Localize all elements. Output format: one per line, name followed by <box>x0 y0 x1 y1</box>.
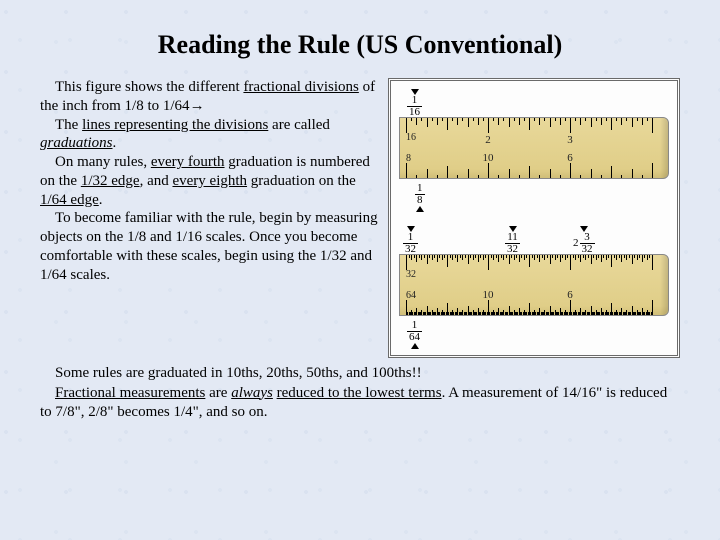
slide: Reading the Rule (US Conventional) This … <box>0 0 720 540</box>
ruler-16-8: 16 8 23106 <box>399 117 669 179</box>
frac-label-2-3-32: 2332 <box>573 224 595 255</box>
ruler-shadow <box>660 118 668 178</box>
inch-number: 3 <box>567 134 573 146</box>
para-6: Fractional measurements are always reduc… <box>40 384 680 423</box>
ruler-shadow <box>660 255 668 315</box>
underline-every-eighth: every eighth <box>172 173 247 189</box>
text: . <box>113 135 117 151</box>
edge-label-64: 64 <box>406 290 416 301</box>
frac-label-1-32: 1 32 <box>403 224 418 255</box>
slide-title: Reading the Rule (US Conventional) <box>40 30 680 60</box>
arrow-up-icon <box>411 343 419 349</box>
ruler-group-top: 1 16 16 8 2 3 10 6 1 8 <box>395 87 673 212</box>
ruler-32-64: 32 64 10 6 <box>399 254 669 316</box>
text: . <box>99 192 103 208</box>
edge-label-32: 32 <box>406 269 416 280</box>
italic-graduations: graduations <box>40 135 113 151</box>
denom: 8 <box>415 195 425 206</box>
underline-every-fourth: every fourth <box>151 154 225 170</box>
para-3: On many rules, every fourth graduation i… <box>40 153 380 209</box>
para-5: Some rules are graduated in 10ths, 20ths… <box>40 364 680 384</box>
italic-always: always <box>231 385 273 401</box>
inch-number: 10 <box>483 152 494 164</box>
ruler-group-bottom: 1 32 11 32 2332 32 64 1 <box>395 224 673 349</box>
inch-number: 2 <box>485 134 491 146</box>
edge-label-16: 16 <box>406 132 416 143</box>
underline-fractional-divisions: fractional divisions <box>243 79 358 95</box>
inch-number: 6 <box>567 289 573 301</box>
text: , and <box>140 173 173 189</box>
frac-label-1-16: 1 16 <box>407 87 422 118</box>
text: The <box>55 117 82 133</box>
underline-fractional-measurements: Fractional measurements <box>55 385 205 401</box>
frac-label-11-32: 11 32 <box>505 224 520 255</box>
body-text-column: This figure shows the different fraction… <box>40 78 380 358</box>
text: On many rules, <box>55 154 151 170</box>
para-4: To become familiar with the rule, begin … <box>40 209 380 284</box>
underline-reduced-lowest: reduced to the lowest terms <box>277 385 442 401</box>
ruler-figure: 1 16 16 8 2 3 10 6 1 8 <box>388 78 680 358</box>
whole: 2 <box>573 238 579 249</box>
inch-number: 10 <box>483 289 494 301</box>
para-2: The lines representing the divisions are… <box>40 116 380 154</box>
arrow-glyph: → <box>190 98 205 114</box>
inch-number: 6 <box>567 152 573 164</box>
text: are called <box>268 117 330 133</box>
text: graduation on the <box>247 173 356 189</box>
bottom-paragraphs: Some rules are graduated in 10ths, 20ths… <box>40 364 680 423</box>
underline-1-64-edge: 1/64 edge <box>40 192 99 208</box>
para-1: This figure shows the different fraction… <box>40 78 380 116</box>
arrow-up-icon <box>416 206 424 212</box>
text: are <box>205 385 231 401</box>
frac-label-1-64: 1 64 <box>407 320 422 351</box>
denom: 64 <box>407 332 422 343</box>
text: This figure shows the different <box>55 79 243 95</box>
underline-lines-representing: lines representing the divisions <box>82 117 268 133</box>
content-row: This figure shows the different fraction… <box>40 78 680 358</box>
underline-1-32-edge: 1/32 edge <box>81 173 140 189</box>
frac-label-1-8: 1 8 <box>415 183 425 214</box>
